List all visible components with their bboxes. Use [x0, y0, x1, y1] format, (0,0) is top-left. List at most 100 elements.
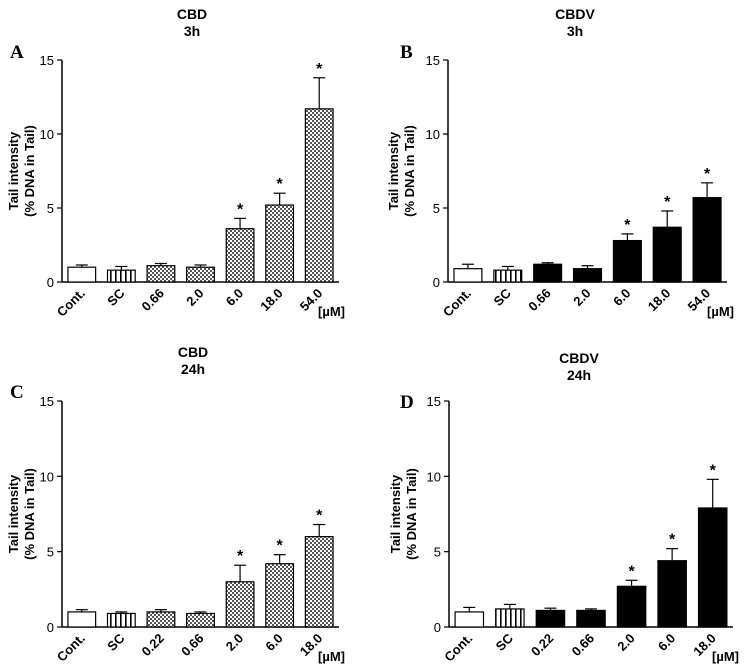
bar [692, 197, 722, 283]
panel-title: CBDV [559, 350, 599, 366]
y-tick-label: 15 [427, 394, 441, 409]
bar [572, 268, 603, 283]
bar [454, 611, 485, 628]
y-axis-label: Tail intensity [388, 474, 403, 553]
panel-subtitle: 24h [181, 361, 205, 377]
bar [186, 266, 215, 283]
panel-title: CBD [177, 6, 207, 22]
panel-letter: C [10, 382, 24, 403]
bar [535, 609, 566, 628]
bar [453, 268, 483, 283]
panel-subtitle: 3h [184, 23, 200, 39]
bar [225, 228, 255, 283]
x-tick-label: 2.0 [570, 286, 593, 309]
significance-marker: * [277, 538, 284, 555]
x-tick-label: 18.0 [645, 286, 674, 315]
bar [67, 266, 97, 283]
y-tick-label: 10 [40, 127, 54, 142]
x-tick-label: 6.0 [655, 631, 678, 654]
y-axis-label-unit: (% DNA in Tail) [402, 125, 417, 217]
x-tick-label: 0.22 [139, 631, 168, 660]
x-tick-label: SC [104, 630, 128, 654]
significance-marker: * [704, 166, 711, 183]
bar [146, 611, 176, 628]
y-tick-label: 5 [47, 545, 54, 560]
x-unit-label: [µM] [707, 304, 734, 319]
panel-subtitle: 3h [567, 23, 583, 39]
x-tick-label: SC [491, 285, 515, 309]
bar [106, 612, 136, 628]
x-tick-label: 0.66 [569, 631, 598, 660]
significance-marker: * [710, 462, 717, 479]
bar [304, 535, 334, 628]
x-tick-label: 6.0 [262, 631, 285, 654]
x-tick-label: 2.0 [614, 631, 637, 654]
x-tick-label: SC [104, 285, 128, 309]
bar [697, 507, 728, 628]
x-tick-label: 0.66 [139, 286, 168, 315]
y-tick-label: 5 [47, 201, 54, 216]
x-tick-label: Cont. [441, 631, 475, 665]
y-tick-label: 15 [426, 53, 440, 68]
bar [657, 560, 687, 628]
x-tick-label: Cont. [440, 286, 474, 320]
y-tick-label: 10 [427, 469, 441, 484]
significance-marker: * [669, 532, 676, 549]
x-unit-label: [µM] [318, 304, 345, 319]
y-tick-label: 15 [40, 394, 54, 409]
x-tick-label: 18.0 [257, 286, 286, 315]
x-tick-label: 2.0 [183, 286, 206, 309]
y-tick-label: 10 [40, 469, 54, 484]
y-axis-label: Tail intensity [386, 131, 401, 210]
y-tick-label: 5 [434, 545, 441, 560]
bar [495, 608, 525, 628]
significance-marker: * [237, 548, 244, 565]
significance-marker: * [628, 563, 635, 580]
bar [265, 563, 295, 628]
y-tick-label: 0 [433, 275, 440, 290]
bar [67, 611, 97, 628]
y-axis-label-unit: (% DNA in Tail) [22, 125, 37, 217]
significance-marker: * [664, 194, 671, 211]
bar [225, 581, 255, 628]
x-tick-label: 0.22 [528, 631, 557, 660]
panel-subtitle: 24h [567, 367, 591, 383]
bar [493, 269, 523, 283]
significance-marker: * [316, 61, 323, 78]
panel-title: CBDV [555, 6, 595, 22]
x-tick-label: Cont. [54, 631, 88, 665]
bar [576, 609, 606, 628]
bar [146, 265, 176, 283]
x-tick-label: 6.0 [610, 286, 633, 309]
y-tick-label: 10 [426, 127, 440, 142]
x-unit-label: [µM] [318, 649, 345, 664]
significance-marker: * [277, 176, 284, 193]
y-axis-label: Tail intensity [6, 131, 21, 210]
bar [186, 612, 215, 628]
y-tick-label: 0 [47, 275, 54, 290]
significance-marker: * [316, 508, 323, 525]
bar [533, 263, 563, 283]
x-tick-label: 6.0 [223, 286, 246, 309]
y-tick-label: 15 [40, 53, 54, 68]
y-axis-label: Tail intensity [6, 474, 21, 553]
panel-title: CBD [178, 344, 208, 360]
bar [616, 585, 647, 628]
panel-letter: A [10, 42, 24, 63]
panel-letter: B [400, 42, 413, 63]
significance-marker: * [237, 201, 244, 218]
x-unit-label: [µM] [712, 649, 739, 664]
bar [106, 269, 136, 283]
y-tick-label: 0 [47, 620, 54, 635]
y-axis-label-unit: (% DNA in Tail) [22, 468, 37, 560]
x-tick-label: 2.0 [223, 631, 246, 654]
x-tick-label: Cont. [54, 286, 88, 320]
bar [304, 108, 334, 283]
y-tick-label: 5 [433, 201, 440, 216]
y-tick-label: 0 [434, 620, 441, 635]
